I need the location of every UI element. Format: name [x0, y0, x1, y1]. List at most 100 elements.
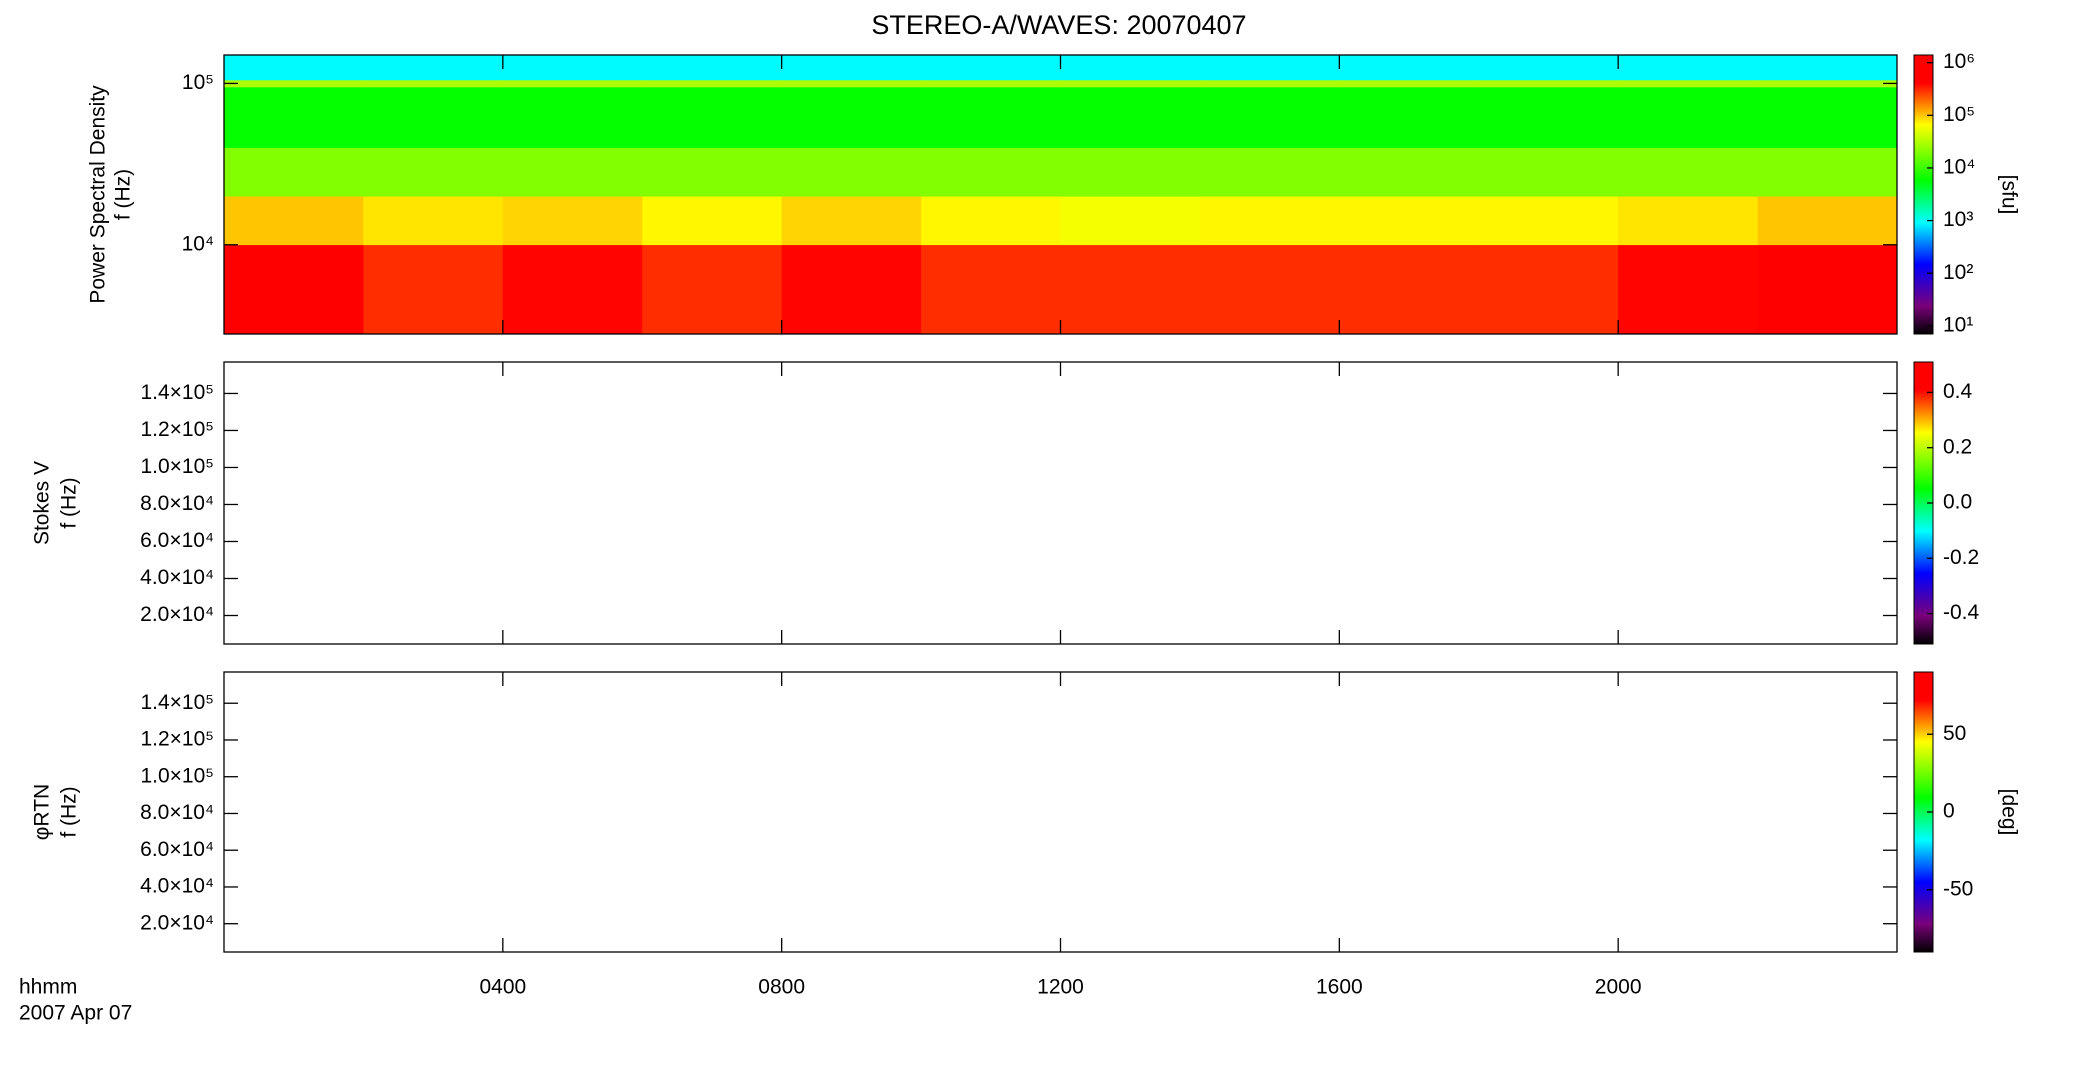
plot-frame: [223, 361, 1898, 645]
heatmap-cell: [1339, 147, 1480, 197]
heatmap-cell: [224, 147, 364, 197]
heatmap-cell: [1618, 244, 1759, 335]
x-tick-label: 0400: [479, 976, 526, 999]
y-axis-label: f (Hz): [58, 477, 81, 528]
colorbar-tick-label: 0.2: [1943, 435, 1972, 458]
y-tick-label: 1.2×10⁵: [140, 418, 214, 441]
colorbar-label: [deg]: [1997, 789, 2020, 836]
heatmap-cell: [642, 55, 783, 81]
y-tick-label: 1.0×10⁵: [140, 764, 214, 787]
heatmap-cell: [921, 196, 1061, 246]
heatmap-cell: [1478, 79, 1619, 88]
heatmap-cell: [224, 55, 364, 81]
heatmap-cell: [502, 87, 643, 148]
heatmap-cell: [921, 147, 1061, 197]
heatmap-cell: [502, 55, 643, 81]
date-label: 2007 Apr 07: [19, 1002, 132, 1025]
heatmap-cell: [642, 196, 783, 246]
heatmap-cell: [642, 87, 783, 148]
heatmap-cell: [1199, 79, 1340, 88]
heatmap-cell: [502, 147, 643, 197]
y-tick-label: 10⁵: [182, 71, 214, 94]
heatmap-cell: [1199, 55, 1340, 81]
figure-title: STEREO-A/WAVES: 20070407: [871, 10, 1246, 40]
x-tick-label: 0800: [758, 976, 805, 999]
x-tick-label: 1600: [1316, 976, 1363, 999]
heatmap-cell: [1199, 147, 1340, 197]
colorbar-tick-label: 10³: [1943, 208, 1973, 231]
time-label: hhmm: [19, 976, 77, 999]
heatmap-cell: [1757, 87, 1898, 148]
heatmap-cell: [1757, 79, 1898, 88]
y-axis-label: φRTN: [31, 784, 54, 840]
y-tick-label: 8.0×10⁴: [140, 492, 214, 515]
heatmap-cell: [1478, 87, 1619, 148]
heatmap-cell: [224, 196, 364, 246]
heatmap-cell: [1339, 79, 1480, 88]
heatmap-cell: [363, 196, 504, 246]
heatmap-cell: [1478, 147, 1619, 197]
heatmap-cell: [363, 87, 504, 148]
heatmap-cell: [781, 147, 922, 197]
heatmap-cell: [1618, 55, 1759, 81]
y-tick-label: 6.0×10⁴: [140, 838, 214, 861]
heatmap-cell: [781, 55, 922, 81]
heatmap-cell: [781, 244, 922, 335]
heatmap-cell: [1757, 244, 1898, 335]
heatmap-cell: [1339, 196, 1480, 246]
colorbar-tick-label: 10⁶: [1943, 50, 1975, 73]
heatmap-cell: [1060, 87, 1201, 148]
heatmap-cell: [363, 244, 504, 335]
colorbar-label: [sfu]: [1997, 175, 2020, 215]
y-axis-label: Power Spectral Density: [87, 85, 110, 304]
heatmap-cell: [1339, 55, 1480, 81]
heatmap-cell: [781, 196, 922, 246]
heatmap-cell: [781, 87, 922, 148]
heatmap-cell: [1060, 196, 1201, 246]
heatmap-cell: [502, 244, 643, 335]
colorbar-tick-label: 10⁵: [1943, 103, 1975, 126]
heatmap-cell: [363, 79, 504, 88]
heatmap-cell: [1618, 147, 1759, 197]
heatmap-cell: [1199, 87, 1340, 148]
colorbar-tick-label: 0.4: [1943, 380, 1973, 403]
heatmap-cell: [1618, 87, 1759, 148]
heatmap-cell: [363, 55, 504, 81]
y-tick-label: 4.0×10⁴: [140, 566, 214, 589]
y-tick-label: 1.4×10⁵: [140, 691, 214, 714]
heatmap-cell: [781, 79, 922, 88]
y-tick-label: 2.0×10⁴: [140, 603, 214, 626]
y-axis-label: Stokes V: [31, 461, 54, 545]
x-tick-label: 1200: [1037, 976, 1084, 999]
heatmap-cell: [1339, 87, 1480, 148]
heatmap-cell: [921, 244, 1061, 335]
heatmap-cell: [1478, 244, 1619, 335]
y-axis-label: f (Hz): [112, 169, 135, 220]
heatmap-cell: [921, 87, 1061, 148]
y-tick-label: 1.4×10⁵: [140, 381, 214, 404]
colorbar: [1913, 54, 1934, 335]
heatmap-cell: [1618, 79, 1759, 88]
colorbar-tick-label: -0.4: [1943, 601, 1980, 624]
colorbar-tick-label: 10²: [1943, 261, 1973, 284]
y-tick-label: 10⁴: [182, 232, 214, 255]
heatmap-cell: [224, 79, 364, 88]
colorbar-tick-label: -0.2: [1943, 546, 1979, 569]
heatmap-cell: [642, 147, 783, 197]
heatmap-cell: [1339, 244, 1480, 335]
heatmap-cell: [1618, 196, 1759, 246]
heatmap-cell: [642, 244, 783, 335]
heatmap-cell: [224, 87, 364, 148]
colorbar-tick-label: 10¹: [1943, 313, 1973, 336]
heatmap-cell: [921, 55, 1061, 81]
heatmap-cell: [224, 244, 364, 335]
y-tick-label: 1.0×10⁵: [140, 455, 214, 478]
colorbar-tick-label: 50: [1943, 722, 1966, 745]
colorbar-tick-label: 10⁴: [1943, 156, 1975, 179]
colorbar-tick-label: 0: [1943, 800, 1955, 823]
heatmap-cell: [1060, 147, 1201, 197]
heatmap-cell: [1199, 196, 1340, 246]
heatmap-cell: [921, 79, 1061, 88]
heatmap-cell: [1478, 196, 1619, 246]
